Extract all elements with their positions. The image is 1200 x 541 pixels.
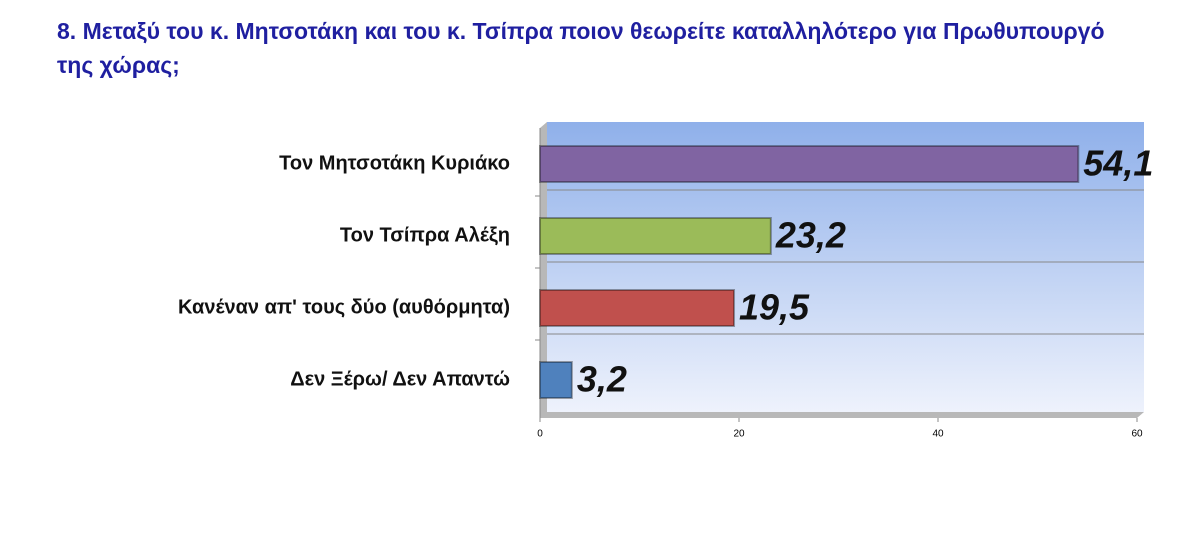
- bar: [539, 217, 772, 255]
- x-tick-label: 20: [733, 429, 745, 440]
- category-label: Τον Μητσοτάκη Κυριάκο: [279, 152, 510, 174]
- category-label: Δεν Ξέρω/ Δεν Απαντώ: [290, 368, 510, 390]
- value-label: 54,1: [1083, 143, 1153, 184]
- value-label: 23,2: [775, 215, 846, 256]
- bar: [539, 145, 1080, 183]
- x-tick-label: 60: [1131, 429, 1143, 440]
- value-label: 19,5: [739, 287, 810, 328]
- bar: [539, 361, 573, 399]
- x-tick-label: 40: [932, 429, 944, 440]
- category-label: Κανέναν απ' τους δύο (αυθόρμητα): [178, 296, 510, 318]
- chart-title: 8. Μεταξύ του κ. Μητσοτάκη και του κ. Τσ…: [57, 18, 1105, 78]
- value-label: 3,2: [577, 359, 627, 400]
- x-tick-label: 0: [537, 429, 543, 440]
- category-label: Τον Τσίπρα Αλέξη: [340, 224, 510, 246]
- bar: [539, 289, 736, 327]
